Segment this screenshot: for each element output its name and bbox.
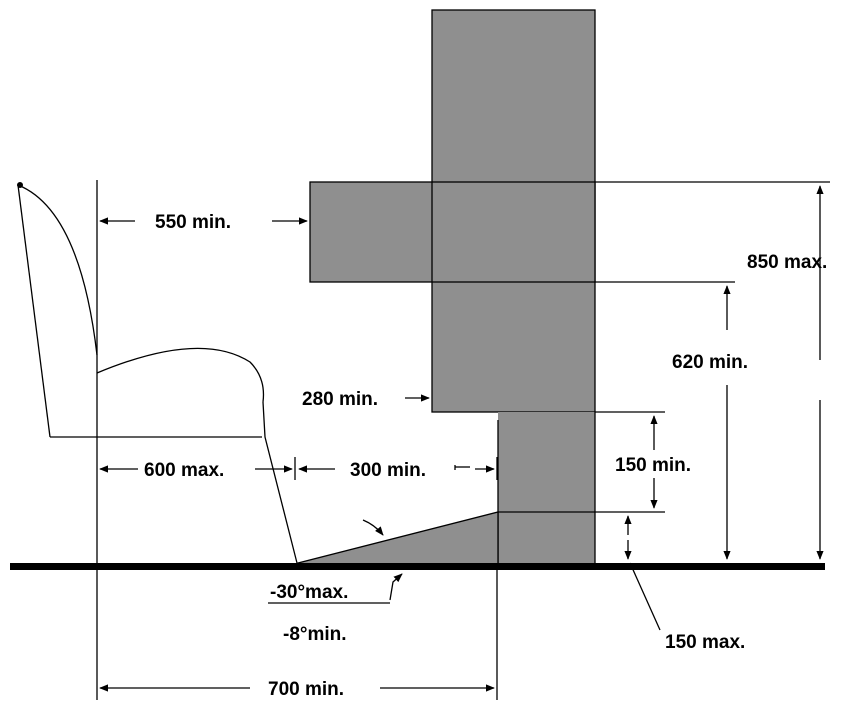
label-620-min: 620 min. [672, 352, 748, 373]
label-600-max: 600 max. [144, 460, 224, 481]
floor-line [10, 563, 825, 570]
dimension-arrows [99, 185, 824, 692]
label-8-deg-min: -8°min. [283, 624, 347, 645]
label-30-deg-max: -30°max. [270, 582, 348, 603]
chair-outline [17, 182, 298, 564]
console-structure [297, 9, 596, 567]
label-700-min: 700 min. [268, 679, 344, 700]
label-150-min: 150 min. [615, 455, 691, 476]
label-300-min: 300 min. [350, 460, 426, 481]
dimension-labels: 550 min. 850 max. 620 min. 280 min. 150 … [144, 212, 827, 700]
footrest-wedge [297, 511, 499, 567]
label-150-max: 150 max. [665, 632, 745, 653]
backrest-tip-icon [17, 182, 23, 188]
label-550-min: 550 min. [155, 212, 231, 233]
label-850-max: 850 max. [747, 252, 827, 273]
desk-surface [309, 181, 596, 283]
reference-lines [96, 180, 830, 700]
label-280-min: 280 min. [302, 389, 378, 410]
lower-column [498, 412, 595, 567]
